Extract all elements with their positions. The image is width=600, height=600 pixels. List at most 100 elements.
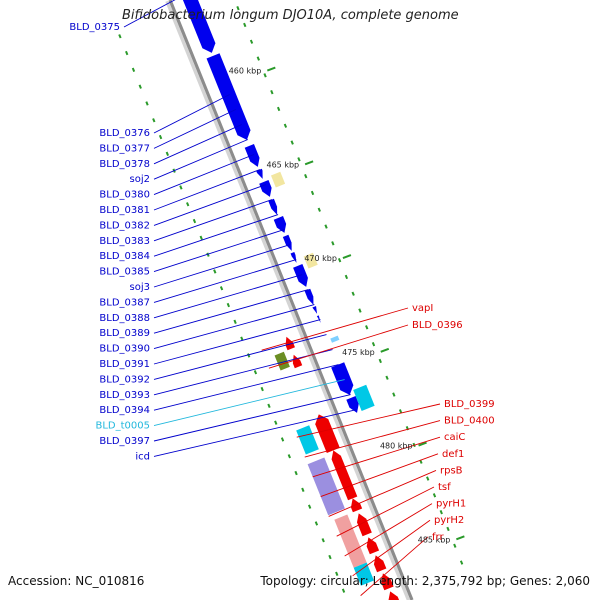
- small-feature: [330, 335, 340, 343]
- gc-track-dot: [253, 370, 258, 375]
- scale-label: 470 kbp: [304, 254, 337, 263]
- forward-gene: [346, 396, 359, 413]
- gc-track-dot: [310, 190, 315, 196]
- gc-track-dot: [283, 123, 288, 128]
- gc-track-dot: [358, 308, 362, 313]
- leader-line: [153, 394, 351, 442]
- leader-line: [153, 244, 291, 288]
- reverse-gene: [350, 498, 363, 513]
- forward-gene: [304, 288, 314, 305]
- gc-track-dot: [138, 84, 142, 89]
- gc-track-dot: [247, 353, 251, 358]
- forward-gene: [256, 168, 263, 179]
- gene-label[interactable]: BLD_0400: [444, 416, 495, 427]
- scale-label: 480 kbp: [380, 442, 413, 451]
- backbone-shadow: [165, 0, 411, 600]
- gene-label[interactable]: pyrH1: [436, 499, 466, 510]
- leader-line: [153, 214, 279, 257]
- gene-label[interactable]: BLD_0396: [412, 320, 463, 331]
- gene-label[interactable]: BLD_0376: [99, 128, 150, 139]
- gene-label[interactable]: tsf: [438, 482, 451, 493]
- leader-line: [153, 409, 357, 457]
- gc-track-dot: [206, 252, 210, 257]
- leader-line: [328, 469, 437, 517]
- gene-label[interactable]: BLD_0394: [99, 405, 150, 416]
- gene-label[interactable]: icd: [135, 451, 150, 462]
- scale-label: 485 kbp: [418, 535, 451, 544]
- scale-label: 465 kbp: [267, 160, 300, 169]
- gc-track-dot: [158, 134, 163, 140]
- leader-line: [352, 519, 431, 577]
- leader-lines: [123, 0, 441, 596]
- gc-track-dot: [446, 526, 450, 532]
- reverse-gene: [356, 513, 372, 537]
- gene-label[interactable]: BLD_0377: [99, 143, 150, 154]
- gene-label[interactable]: BLD_0375: [69, 22, 120, 33]
- gene-label[interactable]: BLD_t0005: [95, 421, 150, 432]
- gene-label[interactable]: BLD_0382: [99, 220, 150, 231]
- leader-line: [153, 154, 255, 196]
- gene-label[interactable]: BLD_0399: [444, 399, 495, 410]
- leader-line: [153, 289, 309, 334]
- gc-track-dot: [324, 224, 328, 229]
- misc-feature: [274, 351, 290, 371]
- gene-label[interactable]: BLD_0387: [99, 297, 150, 308]
- gene-label[interactable]: soj3: [130, 282, 150, 293]
- gene-label[interactable]: BLD_0397: [99, 436, 150, 447]
- gene-label[interactable]: BLD_0388: [99, 313, 150, 324]
- leader-line: [320, 453, 439, 498]
- gc-track-dot: [199, 235, 203, 241]
- gene-label[interactable]: BLD_0378: [99, 159, 150, 170]
- gene-label[interactable]: BLD_0389: [99, 328, 150, 339]
- gene-label[interactable]: BLD_0381: [99, 205, 150, 216]
- gene-label[interactable]: BLD_0385: [99, 267, 150, 278]
- gene-label[interactable]: def1: [442, 449, 464, 460]
- gene-label[interactable]: soj2: [130, 174, 150, 185]
- leader-line: [344, 503, 433, 557]
- gene-label[interactable]: BLD_0392: [99, 374, 150, 385]
- gene-label[interactable]: BLD_0390: [99, 344, 150, 355]
- gc-track-dot: [365, 325, 369, 330]
- gc-track-dot: [371, 341, 376, 347]
- leader-line: [153, 124, 242, 165]
- gene-label[interactable]: BLD_0383: [99, 236, 150, 247]
- gene-label[interactable]: pyrH2: [434, 515, 464, 526]
- pseudo-feature: [270, 171, 286, 188]
- pseudo-feature: [303, 252, 318, 269]
- gc-track-dot: [294, 470, 298, 476]
- gc-track-dot: [328, 554, 332, 560]
- leader-line: [153, 274, 303, 319]
- leader-line: [153, 199, 273, 242]
- cds-overlay: [307, 457, 345, 516]
- feature-layer: [118, 0, 465, 600]
- leader-line: [360, 536, 429, 596]
- gene-label[interactable]: vapI: [412, 303, 433, 314]
- gc-track-dot: [337, 257, 342, 263]
- gene-label[interactable]: caiC: [444, 432, 465, 443]
- leader-line: [312, 436, 441, 478]
- forward-gene: [316, 315, 321, 323]
- leader-line: [153, 109, 236, 149]
- scale-tick: [418, 441, 427, 447]
- scale-label: 475 kbp: [342, 348, 375, 357]
- gene-label[interactable]: frr: [432, 532, 444, 543]
- gene-label[interactable]: BLD_0391: [99, 359, 150, 370]
- gc-track-dot: [233, 319, 237, 325]
- leader-line: [153, 259, 297, 303]
- scale-tick: [456, 535, 465, 541]
- gene-label[interactable]: BLD_0380: [99, 190, 150, 201]
- gc-track-dot: [213, 269, 217, 274]
- gc-track-dot: [426, 476, 430, 481]
- trna-feature: [353, 562, 374, 586]
- gc-track-dot: [385, 375, 389, 380]
- reverse-gene: [292, 354, 303, 369]
- gene-label[interactable]: BLD_0393: [99, 390, 150, 401]
- reverse-gene: [381, 573, 394, 591]
- leader-line: [268, 324, 409, 369]
- gc-track-dot: [341, 588, 346, 593]
- gene-label[interactable]: BLD_0384: [99, 251, 150, 262]
- gc-track-dot: [276, 106, 281, 112]
- gene-label[interactable]: rpsB: [440, 465, 463, 476]
- gc-track-dot: [317, 207, 321, 212]
